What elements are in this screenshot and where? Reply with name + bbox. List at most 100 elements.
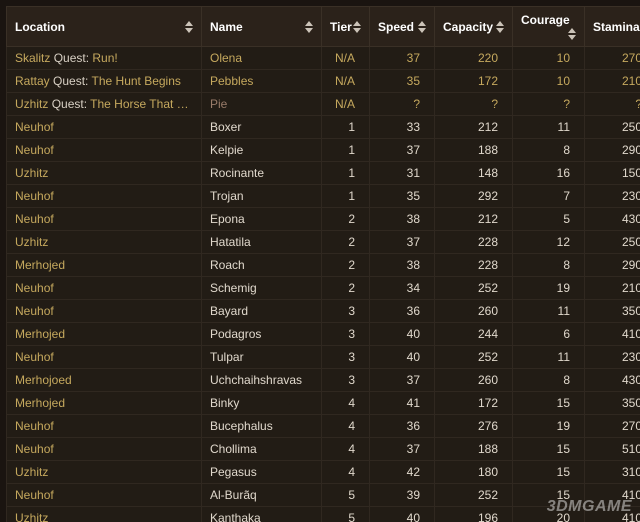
col-header-name[interactable]: Name xyxy=(202,7,322,47)
table-row: NeuhofAl-Burãq53925215410 xyxy=(7,484,640,507)
table-row: NeuhofBayard33626011350 xyxy=(7,300,640,323)
cell-name: Schemig xyxy=(202,277,322,300)
cell-name: Binky xyxy=(202,392,322,415)
cell-courage: 7 xyxy=(513,185,585,208)
cell-capacity: 292 xyxy=(435,185,513,208)
cell-tier: 5 xyxy=(322,507,370,522)
cell-speed: ? xyxy=(370,93,435,116)
cell-stamina: ? xyxy=(585,93,640,116)
cell-capacity: 260 xyxy=(435,369,513,392)
cell-location: Merhojed xyxy=(7,254,202,277)
cell-location: Neuhof xyxy=(7,277,202,300)
cell-stamina: 230 xyxy=(585,346,640,369)
col-header-courage[interactable]: Courage xyxy=(513,7,585,47)
cell-capacity: 188 xyxy=(435,139,513,162)
cell-location: Neuhof xyxy=(7,208,202,231)
cell-courage: 10 xyxy=(513,70,585,93)
cell-location: Neuhof xyxy=(7,484,202,507)
location-place: Neuhof xyxy=(15,189,54,203)
table-row: NeuhofChollima43718815510 xyxy=(7,438,640,461)
cell-courage: 15 xyxy=(513,461,585,484)
cell-location: Neuhof xyxy=(7,300,202,323)
table-row: Skalitz Quest: Run!OlenaN/A3722010270 xyxy=(7,47,640,70)
cell-capacity: 148 xyxy=(435,162,513,185)
table-header-row: LocationNameTierSpeedCapacityCourageStam… xyxy=(7,7,640,47)
location-place: Neuhof xyxy=(15,419,54,433)
cell-name: Roach xyxy=(202,254,322,277)
cell-courage: 12 xyxy=(513,231,585,254)
cell-speed: 36 xyxy=(370,415,435,438)
table-row: NeuhofTulpar34025211230 xyxy=(7,346,640,369)
location-place: Merhojed xyxy=(15,396,65,410)
table-row: MerhojedPodagros3402446410 xyxy=(7,323,640,346)
cell-name: Kanthaka xyxy=(202,507,322,522)
cell-capacity: 244 xyxy=(435,323,513,346)
table-row: MerhojedRoach2382288290 xyxy=(7,254,640,277)
cell-name: Bucephalus xyxy=(202,415,322,438)
table-row: MerhojedBinky44117215350 xyxy=(7,392,640,415)
cell-tier: 3 xyxy=(322,323,370,346)
table-row: UzhitzPegasus44218015310 xyxy=(7,461,640,484)
cell-courage: 15 xyxy=(513,484,585,507)
cell-courage: 5 xyxy=(513,208,585,231)
location-place: Merhojed xyxy=(15,327,65,341)
cell-name: Chollima xyxy=(202,438,322,461)
cell-location: Neuhof xyxy=(7,116,202,139)
cell-stamina: 410 xyxy=(585,507,640,522)
cell-name: Hatatila xyxy=(202,231,322,254)
cell-courage: 19 xyxy=(513,277,585,300)
cell-speed: 37 xyxy=(370,438,435,461)
col-header-location[interactable]: Location xyxy=(7,7,202,47)
cell-name: Trojan xyxy=(202,185,322,208)
cell-stamina: 510 xyxy=(585,438,640,461)
cell-name: Pegasus xyxy=(202,461,322,484)
cell-courage: 15 xyxy=(513,438,585,461)
cell-capacity: 276 xyxy=(435,415,513,438)
cell-capacity: 212 xyxy=(435,116,513,139)
cell-tier: 4 xyxy=(322,415,370,438)
cell-stamina: 350 xyxy=(585,392,640,415)
col-header-capacity[interactable]: Capacity xyxy=(435,7,513,47)
col-header-stamina[interactable]: Stamina xyxy=(585,7,640,47)
cell-capacity: 180 xyxy=(435,461,513,484)
cell-location: Uzhitz Quest: The Horse That Bolted xyxy=(7,93,202,116)
quest-label: Quest: xyxy=(54,51,89,65)
cell-capacity: 212 xyxy=(435,208,513,231)
cell-stamina: 210 xyxy=(585,277,640,300)
col-header-speed[interactable]: Speed xyxy=(370,7,435,47)
cell-speed: 38 xyxy=(370,254,435,277)
cell-stamina: 270 xyxy=(585,415,640,438)
cell-capacity: 252 xyxy=(435,484,513,507)
cell-capacity: 252 xyxy=(435,277,513,300)
location-place: Neuhof xyxy=(15,281,54,295)
cell-capacity: ? xyxy=(435,93,513,116)
cell-speed: 37 xyxy=(370,47,435,70)
location-place: Neuhof xyxy=(15,143,54,157)
cell-tier: 1 xyxy=(322,185,370,208)
location-place: Uzhitz xyxy=(15,511,48,522)
cell-name: Kelpie xyxy=(202,139,322,162)
cell-location: Skalitz Quest: Run! xyxy=(7,47,202,70)
table-body: Skalitz Quest: Run!OlenaN/A3722010270Rat… xyxy=(7,47,640,522)
col-header-tier[interactable]: Tier xyxy=(322,7,370,47)
cell-capacity: 228 xyxy=(435,231,513,254)
cell-speed: 36 xyxy=(370,300,435,323)
table-row: UzhitzHatatila23722812250 xyxy=(7,231,640,254)
cell-capacity: 172 xyxy=(435,70,513,93)
cell-speed: 37 xyxy=(370,231,435,254)
cell-location: Neuhof xyxy=(7,415,202,438)
cell-name: Pie xyxy=(202,93,322,116)
cell-tier: 2 xyxy=(322,254,370,277)
sort-icon xyxy=(185,21,193,33)
cell-speed: 40 xyxy=(370,507,435,522)
cell-speed: 37 xyxy=(370,139,435,162)
cell-stamina: 250 xyxy=(585,116,640,139)
cell-speed: 42 xyxy=(370,461,435,484)
sort-icon xyxy=(305,21,313,33)
cell-tier: 2 xyxy=(322,208,370,231)
cell-courage: 8 xyxy=(513,254,585,277)
table-row: NeuhofBucephalus43627619270 xyxy=(7,415,640,438)
sort-icon xyxy=(353,21,361,33)
cell-courage: 16 xyxy=(513,162,585,185)
cell-courage: 15 xyxy=(513,392,585,415)
